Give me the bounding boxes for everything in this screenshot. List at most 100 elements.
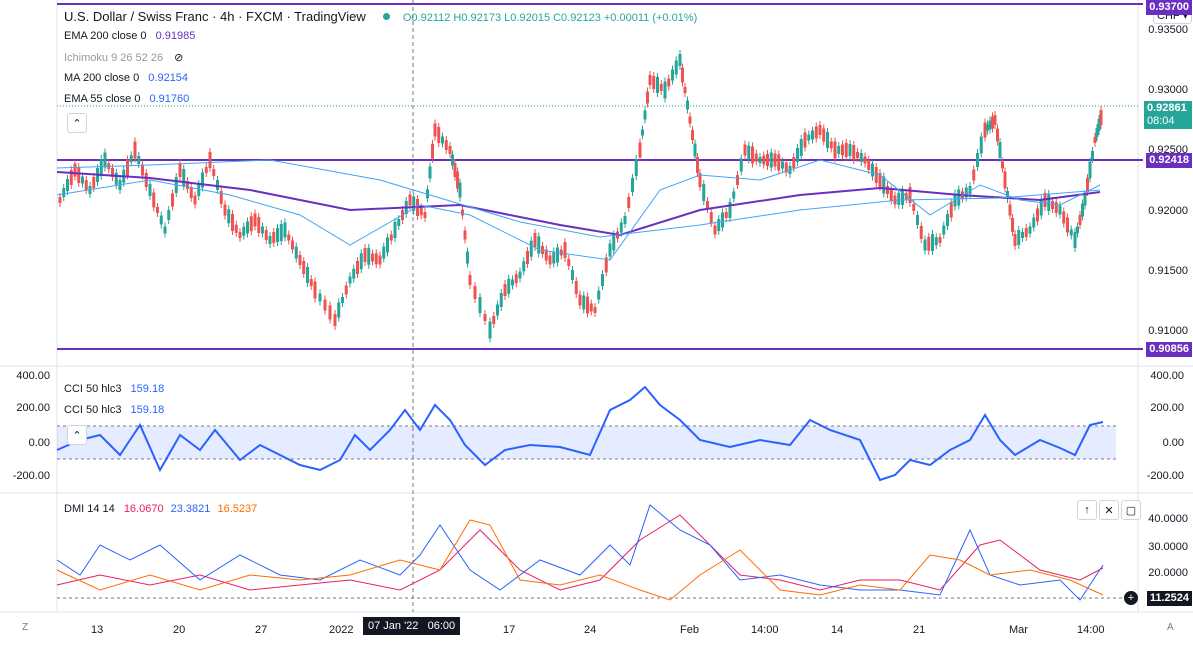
candle-body — [732, 191, 736, 199]
add-alert-icon[interactable]: + — [1124, 591, 1138, 605]
indicator-value: 159.18 — [130, 383, 165, 395]
candle-body — [129, 155, 133, 163]
candle-body — [648, 75, 652, 85]
auto-scale-z-button[interactable]: Z — [22, 622, 29, 633]
candle-body — [659, 84, 663, 91]
candle-body — [739, 158, 743, 172]
candle-body — [578, 294, 582, 306]
market-status-icon — [382, 13, 390, 20]
candle-body — [1032, 217, 1036, 228]
candle-body — [492, 316, 496, 324]
candle-body — [231, 214, 234, 231]
candle-body — [507, 278, 511, 294]
cci-legend-1[interactable]: CCI 50 hlc3 159.18 — [64, 383, 164, 395]
candle-body — [871, 163, 874, 177]
candle-body — [916, 215, 919, 225]
candle-body — [458, 182, 462, 198]
candle-body — [548, 255, 552, 265]
candle-body — [781, 161, 784, 169]
candle-body — [762, 155, 766, 165]
collapse-legend-button[interactable]: ⌃ — [67, 113, 87, 133]
candle-body — [927, 236, 931, 251]
candle-body — [717, 219, 721, 231]
hidden-eye-icon[interactable]: ⊘ — [174, 52, 184, 64]
dmi-legend[interactable]: DMI 14 14 16.0670 23.3821 16.5237 — [64, 503, 257, 515]
candle-body — [518, 271, 522, 279]
candle-body — [946, 214, 949, 226]
cci-left-axis-label: 400.00 — [16, 370, 50, 382]
candle-body — [1076, 226, 1079, 234]
candle-body — [702, 184, 706, 201]
candle-body — [656, 77, 659, 93]
auto-scale-a-button[interactable]: A — [1167, 622, 1174, 633]
candle-body — [92, 177, 96, 188]
indicator-ma200[interactable]: MA 200 close 0 0.92154 — [64, 72, 188, 84]
candle-body — [441, 136, 444, 144]
candle-body — [942, 225, 946, 235]
maximize-icon: ▢ — [1125, 504, 1137, 517]
indicator-ema200[interactable]: EMA 200 close 0 0.91985 — [64, 30, 195, 42]
symbol-title[interactable]: U.S. Dollar / Swiss Franc · 4h · FXCM · … — [64, 9, 366, 24]
cci-left-axis-label: 0.00 — [28, 437, 50, 449]
cci-right-axis-label: 400.00 — [1150, 370, 1184, 382]
candle-body — [1008, 204, 1012, 216]
candle-body — [141, 164, 144, 176]
candle-body — [114, 172, 118, 185]
candle-body — [69, 170, 73, 185]
candle-body — [389, 234, 393, 241]
candle-body — [769, 152, 773, 168]
candle-body — [822, 128, 826, 142]
candle-body — [709, 212, 713, 223]
time-axis-label: 14:00 — [1077, 624, 1105, 636]
cci-left-axis-label: 200.00 — [16, 402, 50, 414]
maximize-pane-button[interactable]: ▢ — [1121, 500, 1141, 520]
candle-body — [1099, 110, 1103, 125]
candle-body — [696, 157, 699, 173]
candle-body — [593, 307, 597, 313]
ma200-line — [56, 159, 1101, 238]
candle-body — [253, 213, 257, 227]
candle-body — [499, 293, 503, 307]
close-pane-button[interactable]: ✕ — [1099, 500, 1119, 520]
candle-body — [529, 240, 533, 257]
candle-body — [461, 209, 464, 216]
candle-body — [433, 123, 437, 137]
candle-body — [412, 196, 416, 211]
dmi-minus-value: 23.3821 — [170, 503, 211, 515]
candle-body — [488, 321, 492, 339]
dmi-axis-label: 20.0000 — [1148, 567, 1188, 579]
candle-body — [62, 188, 66, 197]
indicator-value: 0.92154 — [148, 72, 189, 84]
candle-body — [919, 226, 923, 239]
candle-body — [829, 141, 833, 149]
candle-body — [371, 253, 374, 262]
chevron-down-icon: ▾ — [1179, 10, 1189, 22]
cci-legend-2[interactable]: CCI 50 hlc3 159.18 — [64, 404, 164, 416]
candle-body — [1024, 228, 1028, 237]
candle-body — [612, 234, 616, 251]
candle-body — [216, 180, 219, 190]
indicator-label: CCI 50 hlc3 — [64, 404, 122, 416]
candle-body — [333, 314, 337, 326]
indicator-label: EMA 200 close 0 — [64, 30, 147, 42]
candle-body — [163, 226, 167, 234]
candle-body — [674, 60, 678, 75]
candle-body — [393, 222, 397, 238]
candle-body — [356, 261, 359, 274]
move-pane-up-button[interactable]: ↑ — [1077, 500, 1097, 520]
time-axis-label: 14:00 — [751, 624, 779, 636]
chart-header: U.S. Dollar / Swiss Franc · 4h · FXCM · … — [64, 9, 697, 24]
candle-body — [77, 167, 81, 183]
indicator-ichimoku[interactable]: Ichimoku 9 26 52 26 ⊘ — [64, 51, 183, 64]
candle-body — [478, 297, 482, 313]
collapse-cci-legend-button[interactable]: ⌃ — [67, 425, 87, 445]
candle-body — [777, 154, 781, 171]
candle-body — [444, 140, 448, 150]
candle-body — [137, 156, 141, 164]
candle-body — [552, 251, 556, 264]
candle-body — [751, 146, 754, 164]
indicator-ema55[interactable]: EMA 55 close 0 0.91760 — [64, 93, 189, 105]
candle-body — [1081, 203, 1084, 217]
candle-body — [908, 187, 912, 203]
